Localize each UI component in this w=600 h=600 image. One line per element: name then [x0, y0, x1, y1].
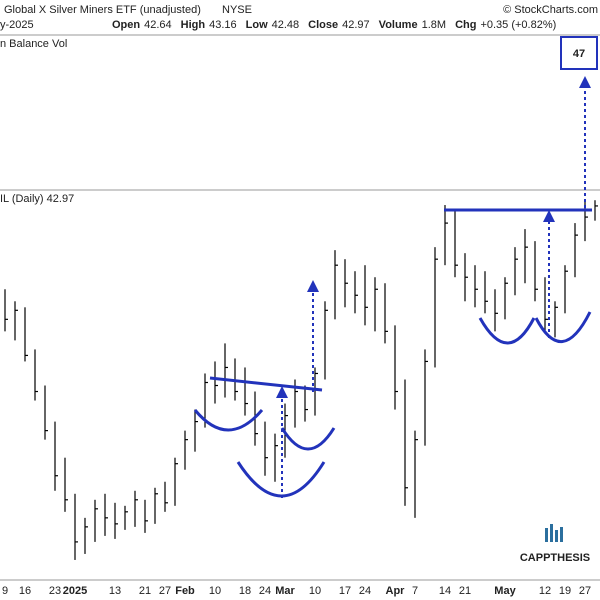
field-value: 43.16: [209, 19, 237, 31]
field-value: 42.97: [342, 19, 370, 31]
x-tick-label: May: [494, 585, 516, 597]
source: © StockCharts.com: [503, 4, 598, 16]
arrowhead: [543, 210, 555, 222]
cup: [280, 427, 336, 451]
field-label: Open: [112, 19, 140, 31]
field-label: Low: [246, 19, 268, 31]
x-tick-label: Apr: [386, 585, 406, 597]
field-value: 42.64: [144, 19, 172, 31]
x-tick-label: 17: [339, 585, 351, 597]
logo-icon: [555, 530, 558, 542]
x-tick-label: 10: [309, 585, 321, 597]
neckline: [209, 376, 323, 392]
field-value: +0.35 (+0.82%): [480, 19, 556, 31]
field-label: Volume: [379, 19, 418, 31]
arrowhead: [276, 386, 288, 398]
x-tick-label: 16: [19, 585, 31, 597]
date: y-2025: [0, 19, 34, 31]
target-label: 47: [573, 48, 585, 60]
arrowhead: [579, 76, 591, 88]
x-axis-labels: 9 16 23 2025 13 21 27 Feb 10 18 24 Mar 10 17 24 Apr 7 14 2…: [2, 585, 591, 597]
logo-icon: [550, 524, 553, 542]
x-tick-label: 12: [539, 585, 551, 597]
x-tick-label: 27: [159, 585, 171, 597]
field-value: 1.8M: [422, 19, 446, 31]
title: Global X Silver Miners ETF (unadjusted): [4, 4, 201, 16]
x-tick-label: 18: [239, 585, 251, 597]
logo: CAPPTHESIS: [520, 524, 590, 564]
logo-icon: [545, 528, 548, 542]
x-tick-label: 9: [2, 585, 8, 597]
field-label: Chg: [455, 19, 476, 31]
x-tick-label: 19: [559, 585, 571, 597]
x-tick-label: 21: [139, 585, 151, 597]
x-tick-label: 14: [439, 585, 451, 597]
x-tick-label: 24: [259, 585, 271, 597]
cup: [478, 317, 536, 345]
arrowhead: [307, 280, 319, 292]
field-label: High: [181, 19, 206, 31]
x-tick-label: Feb: [175, 585, 195, 597]
panel-label: n Balance Vol: [0, 38, 67, 50]
logo-text: CAPPTHESIS: [520, 552, 590, 564]
cup: [193, 409, 264, 432]
price-bars: [4, 199, 598, 560]
x-tick-label: 13: [109, 585, 121, 597]
x-tick-label: 7: [412, 585, 418, 597]
field-value: 42.48: [272, 19, 300, 31]
panel-label: IL (Daily) 42.97: [0, 193, 74, 205]
quote-fields: Open 42.64 High 43.16 Low 42.48 Close 42.97 Volu…: [112, 19, 556, 31]
cup: [534, 311, 592, 343]
x-tick-label: 2025: [63, 585, 87, 597]
x-tick-label: 21: [459, 585, 471, 597]
field-label: Close: [308, 19, 338, 31]
pattern-annotations: 47: [193, 36, 598, 498]
x-tick-label: 24: [359, 585, 371, 597]
x-tick-label: Mar: [275, 585, 295, 597]
logo-icon: [560, 527, 563, 542]
exchange: NYSE: [222, 4, 252, 16]
x-tick-label: 10: [209, 585, 221, 597]
x-tick-label: 27: [579, 585, 591, 597]
target-box: [560, 36, 598, 70]
x-tick-label: 23: [49, 585, 61, 597]
